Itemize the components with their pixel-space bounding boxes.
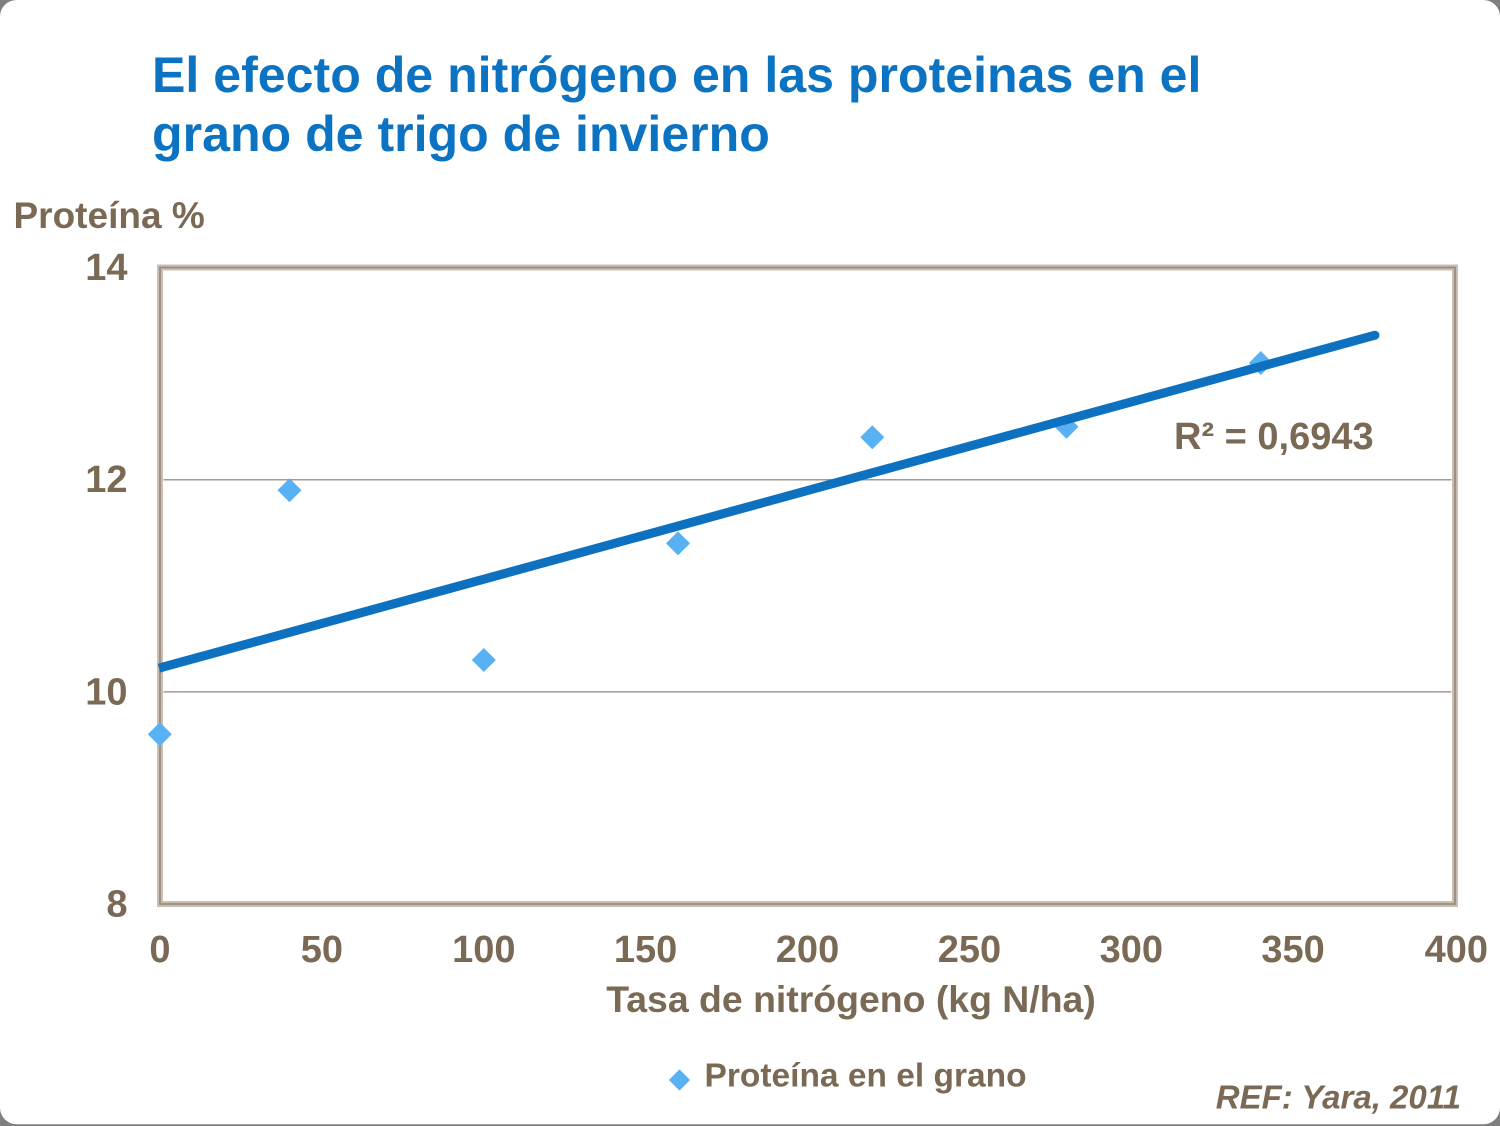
svg-text:Tasa de nitrógeno (kg N/ha): Tasa de nitrógeno (kg N/ha) xyxy=(606,978,1096,1020)
svg-text:200: 200 xyxy=(776,929,839,971)
svg-text:14: 14 xyxy=(85,247,127,289)
svg-text:250: 250 xyxy=(938,929,1001,971)
svg-text:300: 300 xyxy=(1100,929,1163,971)
svg-text:400: 400 xyxy=(1425,929,1488,971)
svg-text:Proteína en el grano: Proteína en el grano xyxy=(705,1058,1027,1095)
svg-text:10: 10 xyxy=(85,671,127,713)
svg-text:Proteína %: Proteína % xyxy=(14,195,205,236)
svg-text:8: 8 xyxy=(106,884,127,926)
svg-text:12: 12 xyxy=(85,459,127,501)
svg-text:R² = 0,6943: R² = 0,6943 xyxy=(1174,416,1374,458)
svg-text:0: 0 xyxy=(149,929,170,971)
svg-text:350: 350 xyxy=(1261,929,1324,971)
svg-text:150: 150 xyxy=(614,929,677,971)
svg-text:100: 100 xyxy=(452,929,515,971)
svg-text:REF: Yara, 2011: REF: Yara, 2011 xyxy=(1216,1079,1461,1116)
svg-text:50: 50 xyxy=(301,929,343,971)
svg-text:grano de trigo de invierno: grano de trigo de invierno xyxy=(152,106,770,162)
svg-text:El efecto de nitrógeno en las: El efecto de nitrógeno en las proteinas … xyxy=(152,47,1201,103)
